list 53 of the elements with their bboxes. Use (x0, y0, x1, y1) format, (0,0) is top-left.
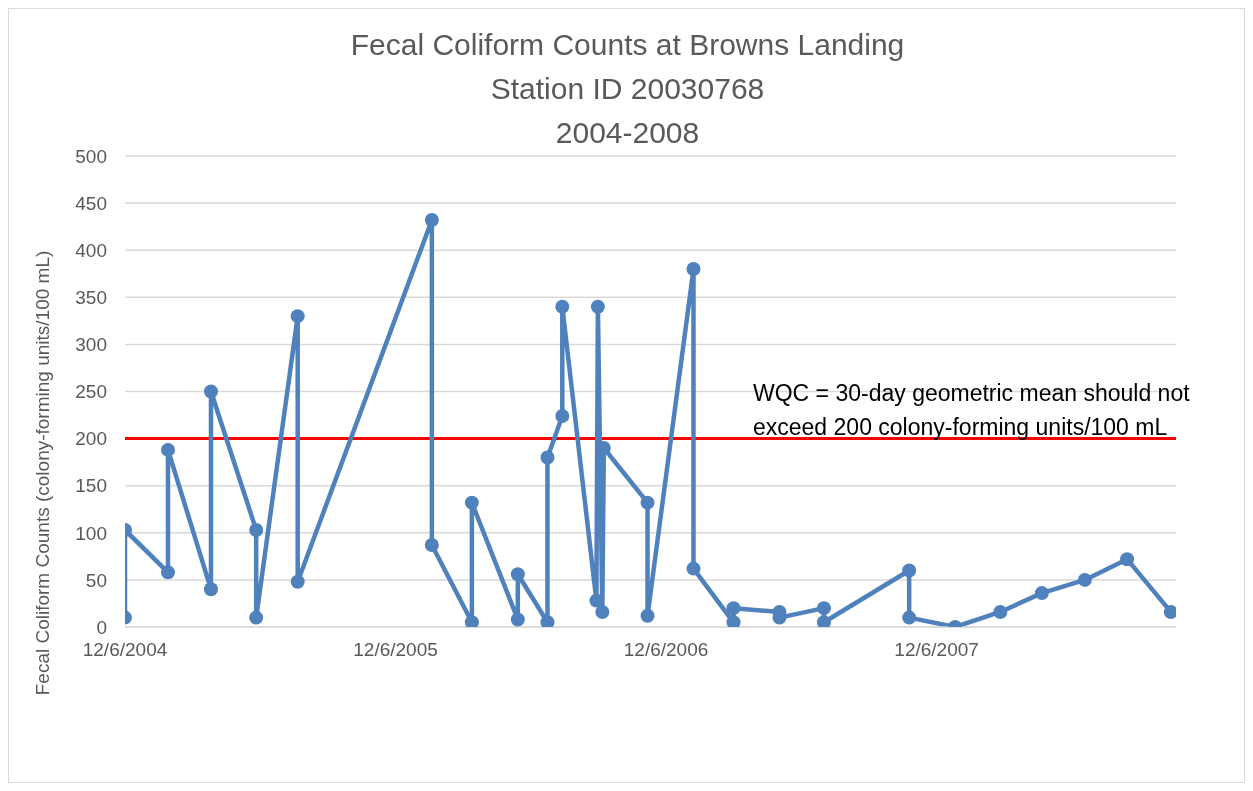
point (726, 601, 741, 616)
point (290, 574, 305, 589)
point (686, 561, 701, 576)
x-tick-label: 12/6/2005 (353, 639, 438, 661)
point (540, 615, 555, 627)
point (464, 615, 479, 627)
point (203, 582, 218, 597)
point (902, 610, 917, 625)
point (160, 565, 175, 580)
point (249, 610, 264, 625)
point (590, 299, 605, 314)
point (640, 608, 655, 623)
point (290, 309, 305, 324)
point (686, 262, 701, 277)
point (1163, 604, 1176, 619)
point (424, 213, 439, 228)
point (726, 615, 741, 627)
point (203, 384, 218, 399)
point (555, 299, 570, 314)
point (902, 563, 917, 578)
y-tick-label: 500 (75, 145, 107, 167)
point (424, 538, 439, 553)
y-tick-label: 0 (96, 616, 107, 638)
point (510, 567, 525, 582)
y-tick-label: 300 (75, 334, 107, 356)
point (816, 601, 831, 616)
point (1120, 552, 1135, 567)
y-tick-label: 200 (75, 428, 107, 450)
x-tick-label: 12/6/2007 (894, 639, 979, 661)
y-tick-label: 450 (75, 192, 107, 214)
point (464, 495, 479, 510)
chart-title: Fecal Coliform Counts at Browns Landing Station ID 20030768 2004-2008 (349, 27, 906, 149)
x-tick-label: 12/6/2004 (82, 639, 168, 661)
point (595, 604, 610, 619)
y-tick-label: 100 (75, 522, 107, 544)
point (640, 495, 655, 510)
x-tick-label: 12/6/2006 (623, 639, 709, 661)
y-tick-label: 350 (75, 287, 107, 309)
ref-line-label: WQC = 30-day geometric mean should not exceed 200 colony-forming units/100 mL (753, 378, 1191, 442)
y-tick-label: 250 (75, 381, 107, 403)
point (510, 612, 525, 627)
y-tick-label: 50 (85, 569, 107, 591)
y-tick-label: 150 (75, 475, 107, 497)
point (1077, 572, 1092, 587)
point (249, 522, 264, 537)
point (993, 604, 1008, 619)
point (555, 408, 570, 423)
y-axis-title: Fecal Coliform Counts (colony-forming units/100 mL) (32, 250, 54, 695)
point (816, 615, 831, 627)
point (1034, 586, 1049, 601)
point (540, 450, 555, 465)
point (160, 442, 175, 457)
y-tick-label: 400 (75, 239, 107, 261)
